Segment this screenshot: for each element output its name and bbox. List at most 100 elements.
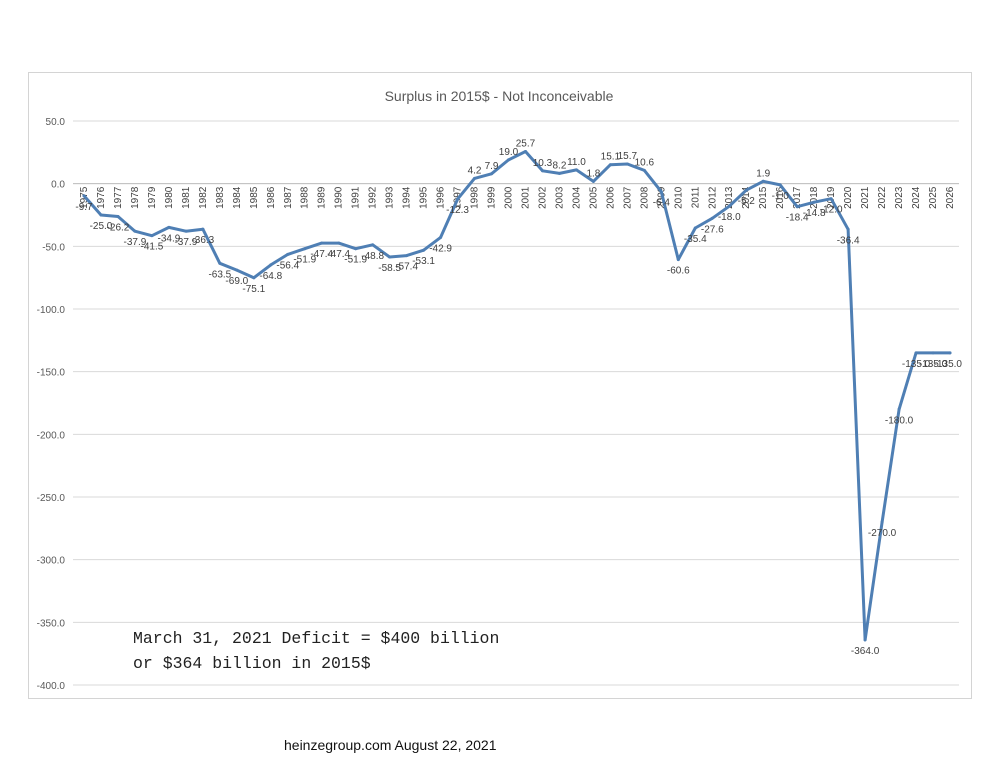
data-label: 8.2 — [552, 160, 566, 171]
data-label: 19.0 — [499, 147, 519, 158]
data-point — [337, 241, 341, 245]
data-point — [218, 261, 222, 265]
x-tick-label: 1983 — [215, 186, 226, 209]
data-point — [490, 172, 494, 176]
data-label: 1.9 — [756, 168, 770, 179]
data-label: -9.7 — [75, 202, 93, 213]
data-point — [659, 190, 663, 194]
x-tick-label: 1994 — [402, 186, 413, 209]
series-line — [82, 150, 952, 642]
annotation-line-2: or $364 billion in 2015$ — [133, 654, 371, 673]
x-tick-label: 2024 — [911, 186, 922, 209]
y-tick-label: 50.0 — [46, 117, 66, 128]
data-label: 7.9 — [485, 161, 499, 172]
data-label: 10.3 — [533, 158, 553, 169]
data-point — [948, 351, 952, 355]
data-label: -48.8 — [361, 251, 384, 262]
x-tick-label: 2005 — [588, 186, 599, 209]
data-point — [116, 215, 120, 219]
data-label: -14.8 — [803, 208, 826, 219]
x-tick-label: 2008 — [639, 186, 650, 209]
annotation-line-1: March 31, 2021 Deficit = $400 billion — [133, 629, 500, 648]
data-point — [371, 243, 375, 247]
data-point — [591, 179, 595, 183]
data-point — [778, 183, 782, 187]
data-point — [252, 276, 256, 280]
data-label: -34.9 — [158, 233, 181, 244]
y-tick-label: -400.0 — [37, 681, 66, 692]
data-point — [269, 263, 273, 267]
x-tick-label: 1988 — [300, 186, 311, 209]
x-tick-label: 2014 — [741, 186, 752, 209]
y-tick-label: -350.0 — [37, 618, 66, 629]
x-tick-label: 1989 — [317, 186, 328, 209]
data-label: -60.6 — [667, 266, 690, 277]
data-point — [388, 255, 392, 259]
data-label: -41.5 — [141, 242, 164, 253]
data-label: -69.0 — [225, 276, 248, 287]
data-label: -6.4 — [653, 198, 671, 209]
x-tick-label: 2012 — [707, 186, 718, 209]
series-layer — [82, 149, 952, 642]
data-point — [540, 169, 544, 173]
data-point — [642, 168, 646, 172]
data-label: -12.3 — [446, 205, 469, 216]
data-label: -53.1 — [412, 256, 435, 267]
chart-svg: Surplus in 2015$ - Not Inconceivable 50.… — [37, 88, 963, 692]
data-label: -57.4 — [395, 262, 418, 273]
data-label: 10.6 — [635, 157, 655, 168]
data-label: -364.0 — [851, 646, 880, 657]
data-point — [914, 351, 918, 355]
data-label: -18.0 — [718, 212, 741, 223]
y-axis-ticks: 50.0 0.0 -50.0 -100.0 -150.0 -200.0 -250.0 -300… — [37, 117, 66, 692]
data-label: -58.5 — [378, 263, 401, 274]
data-point — [574, 168, 578, 172]
x-tick-label: 2026 — [945, 186, 956, 209]
x-tick-label: 2011 — [690, 186, 701, 208]
data-label: -36.4 — [837, 235, 860, 246]
x-tick-label: 1978 — [130, 186, 141, 209]
x-tick-label: 2007 — [622, 186, 633, 209]
data-label: -25.0 — [90, 221, 113, 232]
x-tick-label: 2010 — [673, 186, 684, 209]
x-tick-label: 1999 — [487, 186, 498, 209]
x-tick-label: 1980 — [164, 186, 175, 209]
x-tick-label: 2018 — [809, 186, 820, 209]
x-tick-label: 1986 — [266, 186, 277, 209]
data-point — [795, 205, 799, 209]
data-point — [727, 204, 731, 208]
x-tick-label: 1987 — [283, 186, 294, 209]
y-tick-label: -100.0 — [37, 305, 66, 316]
x-tick-label: 2025 — [928, 186, 939, 209]
data-label: 4.2 — [468, 165, 482, 176]
data-label: 15.1 — [601, 152, 621, 163]
data-label: -5.2 — [738, 196, 756, 207]
data-point — [829, 197, 833, 201]
data-point — [557, 171, 561, 175]
x-tick-label: 1990 — [334, 186, 345, 209]
x-tick-label: 2023 — [894, 186, 905, 209]
data-point — [167, 225, 171, 229]
data-point — [235, 268, 239, 272]
x-tick-label: 2015 — [758, 186, 769, 209]
data-point — [473, 176, 477, 180]
chart-title: Surplus in 2015$ - Not Inconceivable — [385, 88, 614, 104]
x-tick-label: 2021 — [860, 186, 871, 209]
x-tick-label: 2000 — [504, 186, 515, 209]
data-label: 15.7 — [618, 151, 638, 162]
x-tick-label: 2003 — [554, 186, 565, 209]
y-tick-label: -200.0 — [37, 430, 66, 441]
data-label: -135.0 — [934, 359, 963, 370]
data-label: -12.0 — [820, 205, 843, 216]
x-tick-label: 2020 — [843, 186, 854, 209]
data-label: 25.7 — [516, 138, 536, 149]
data-point — [693, 226, 697, 230]
y-tick-label: 0.0 — [51, 180, 65, 191]
data-label: -64.8 — [259, 271, 282, 282]
data-point — [354, 247, 358, 251]
y-tick-label: -300.0 — [37, 556, 66, 567]
data-label: -270.0 — [868, 528, 897, 539]
data-label: -51.9 — [293, 255, 316, 266]
data-point — [150, 234, 154, 238]
x-tick-label: 1976 — [96, 186, 107, 209]
